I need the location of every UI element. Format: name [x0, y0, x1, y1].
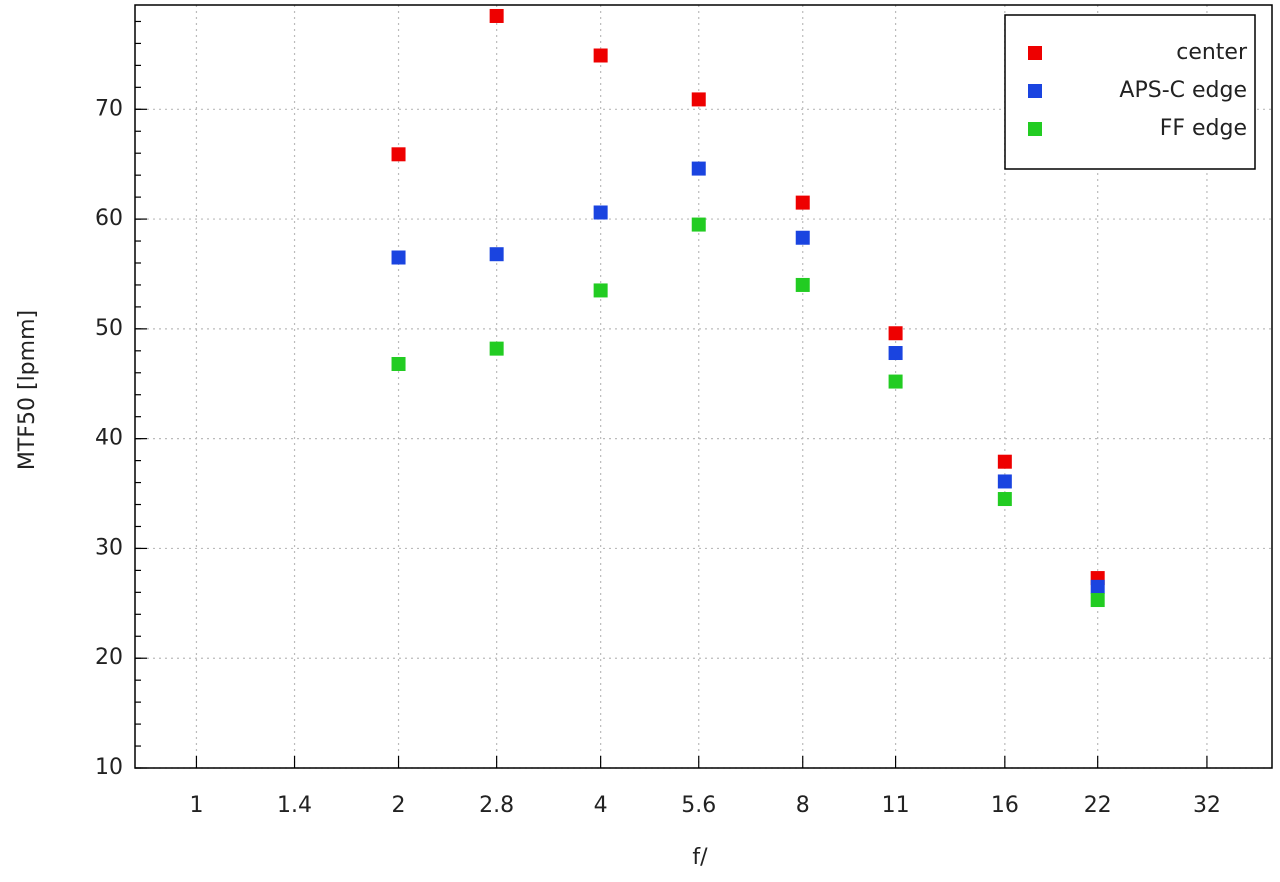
marker	[593, 48, 608, 63]
y-tick-label: 10	[95, 755, 123, 780]
x-tick-label: 32	[1193, 793, 1221, 818]
marker	[489, 247, 504, 262]
marker	[997, 492, 1012, 507]
marker	[795, 230, 810, 245]
marker	[691, 92, 706, 107]
x-axis-label: f/	[692, 845, 708, 870]
marker	[888, 346, 903, 361]
marker	[888, 374, 903, 389]
marker	[795, 277, 810, 292]
marker	[997, 474, 1012, 489]
legend-marker	[1028, 122, 1042, 136]
marker	[489, 8, 504, 23]
marker	[593, 205, 608, 220]
x-tick-label: 22	[1084, 793, 1112, 818]
x-tick-label: 1	[189, 793, 203, 818]
marker	[391, 147, 406, 162]
marker	[593, 283, 608, 298]
marker	[1090, 579, 1105, 594]
marker	[489, 341, 504, 356]
x-tick-label: 4	[594, 793, 608, 818]
marker	[1090, 593, 1105, 608]
x-tick-label: 2	[392, 793, 406, 818]
legend-label: center	[1176, 40, 1248, 65]
marker	[997, 454, 1012, 469]
x-tick-label: 5.6	[681, 793, 716, 818]
marker	[391, 356, 406, 371]
marker	[691, 161, 706, 176]
marker	[888, 326, 903, 341]
x-tick-label: 2.8	[479, 793, 514, 818]
y-tick-label: 30	[95, 535, 123, 560]
legend-box	[1004, 14, 1256, 170]
legend-label: APS-C edge	[1119, 78, 1247, 103]
marker	[391, 250, 406, 265]
plot-frame	[134, 4, 1273, 769]
marker	[795, 195, 810, 210]
y-axis-label: MTF50 [lpmm]	[15, 310, 40, 470]
y-tick-label: 20	[95, 645, 123, 670]
y-tick-label: 50	[95, 316, 123, 341]
marker	[691, 217, 706, 232]
x-tick-label: 11	[882, 793, 910, 818]
x-tick-label: 16	[991, 793, 1019, 818]
legend-label: FF edge	[1160, 116, 1247, 141]
legend-marker	[1028, 46, 1042, 60]
y-tick-label: 70	[95, 96, 123, 121]
y-tick-label: 40	[95, 426, 123, 451]
x-tick-label: 1.4	[277, 793, 312, 818]
legend-marker	[1028, 84, 1042, 98]
y-tick-label: 60	[95, 206, 123, 231]
x-tick-label: 8	[796, 793, 810, 818]
